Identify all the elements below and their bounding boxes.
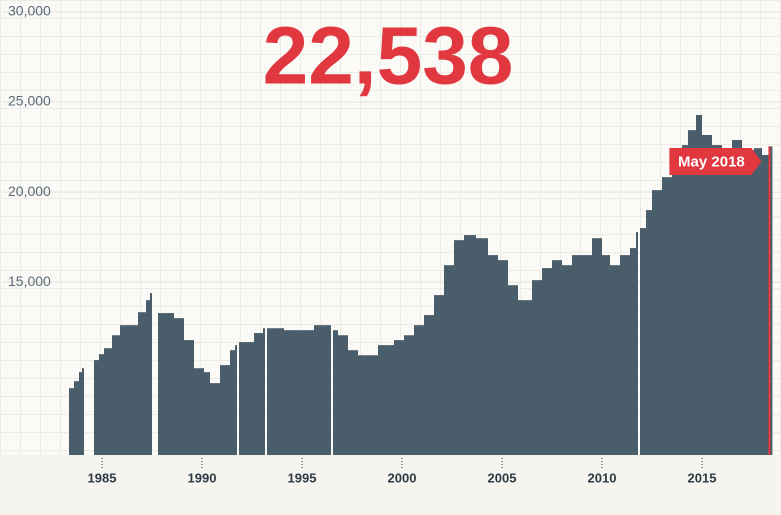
bar (630, 248, 636, 455)
bar (210, 383, 220, 455)
bar (184, 340, 194, 455)
bar (99, 354, 104, 455)
annotation-label: May 2018 (678, 153, 745, 170)
bar (150, 293, 152, 455)
bar (454, 240, 464, 455)
bar (166, 313, 174, 455)
bar (562, 265, 572, 455)
y-tick-label: 25,000 (8, 93, 51, 109)
bar (74, 381, 79, 455)
y-tick-label: 20,000 (8, 183, 51, 199)
x-tick-label: 2000 (388, 470, 417, 485)
bar (368, 355, 378, 455)
bar (434, 295, 444, 455)
bar (762, 154, 770, 455)
bar (414, 325, 424, 455)
x-tick-label: 2010 (588, 470, 617, 485)
bar (464, 235, 476, 455)
bar (158, 313, 166, 455)
bar (333, 330, 338, 455)
bar (508, 285, 518, 455)
bar (130, 325, 138, 455)
bar (94, 360, 99, 455)
bar (702, 134, 712, 455)
bar (769, 146, 773, 456)
bar (620, 255, 630, 455)
x-tick-label: 1985 (88, 470, 117, 485)
bar (82, 368, 84, 455)
bar (314, 325, 328, 455)
bar (404, 335, 414, 455)
bar (696, 115, 702, 455)
bar (204, 372, 210, 455)
bar (732, 140, 742, 455)
bar (424, 315, 434, 455)
x-tick-label: 1990 (188, 470, 217, 485)
x-tick-label: 2005 (488, 470, 517, 485)
bar (688, 130, 696, 455)
bar (146, 300, 150, 455)
bar (194, 368, 204, 455)
bar (518, 300, 526, 455)
bar (120, 325, 130, 455)
bar (444, 265, 454, 455)
bar (592, 238, 602, 455)
bar (742, 150, 754, 455)
bar (174, 318, 184, 455)
bar (662, 177, 672, 455)
bar (542, 268, 552, 455)
bar (488, 255, 498, 455)
bar (284, 330, 300, 455)
bar (254, 333, 263, 455)
bar (532, 280, 542, 455)
bar (476, 238, 488, 455)
y-tick-label: 15,000 (8, 273, 51, 289)
x-tick-label: 2015 (688, 470, 717, 485)
bar (572, 255, 582, 455)
bar (112, 335, 120, 455)
bar (378, 345, 394, 455)
bar (338, 335, 348, 455)
bar (582, 255, 592, 455)
y-tick-label: 30,000 (8, 3, 51, 19)
bar (722, 150, 732, 455)
bar (244, 342, 254, 455)
bar (239, 342, 244, 455)
bar (267, 328, 274, 455)
bar (235, 345, 237, 455)
bar (672, 160, 682, 455)
bar (348, 350, 358, 455)
bar (682, 145, 688, 455)
bar (640, 228, 646, 455)
bar (230, 350, 235, 455)
bar (754, 148, 762, 455)
bar (69, 388, 74, 455)
bar (602, 255, 610, 455)
bar (220, 365, 230, 455)
bar (138, 312, 146, 455)
bar (498, 260, 508, 455)
bar (300, 330, 314, 455)
bar (79, 372, 82, 455)
bar (646, 210, 652, 455)
bar (394, 340, 404, 455)
bar (328, 325, 331, 455)
bar (636, 232, 638, 455)
bar (652, 190, 662, 455)
bar (104, 348, 112, 455)
x-tick-label: 1995 (288, 470, 317, 485)
bar (552, 260, 562, 455)
bar (358, 355, 368, 455)
annotation-box (669, 148, 762, 175)
bar (263, 328, 265, 455)
chart-title: 22,538 (263, 11, 514, 102)
bar (712, 145, 722, 455)
bar (274, 328, 284, 455)
bar (610, 265, 620, 455)
bar (526, 300, 532, 455)
